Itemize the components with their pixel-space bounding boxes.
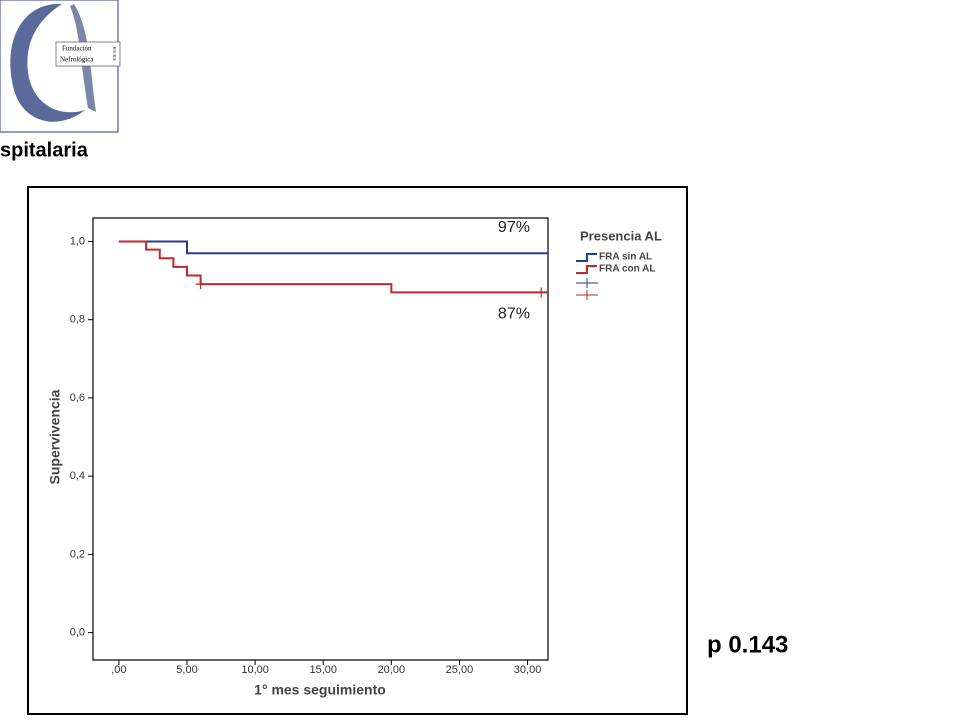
x-tick-label: 25,00 bbox=[446, 664, 474, 676]
censor-mark bbox=[195, 279, 206, 290]
x-tick-label: ,00 bbox=[111, 664, 126, 676]
y-tick-label: 0,0 bbox=[70, 627, 85, 639]
logo-text: Fundación bbox=[62, 45, 92, 53]
heading: spitalaria bbox=[0, 139, 89, 161]
legend-swatch bbox=[576, 253, 597, 262]
x-tick-label: 5,00 bbox=[176, 664, 197, 676]
y-axis-label: Supervivencia bbox=[47, 389, 63, 484]
legend-censor bbox=[576, 290, 598, 300]
legend-label: FRA con AL bbox=[599, 264, 655, 275]
legend-swatch bbox=[576, 265, 597, 274]
x-tick-label: 10,00 bbox=[241, 664, 269, 676]
y-tick-label: 1,0 bbox=[70, 235, 85, 247]
x-tick-label: 15,00 bbox=[309, 664, 337, 676]
x-tick-label: 20,00 bbox=[378, 664, 406, 676]
x-axis-label: 1° mes seguimiento bbox=[254, 682, 386, 698]
logo-text: Nefrológica bbox=[60, 56, 94, 64]
y-tick-label: 0,4 bbox=[70, 470, 85, 482]
logo-text: H.U.R.S. bbox=[112, 47, 117, 62]
logo-label-box bbox=[55, 41, 121, 67]
survival-line bbox=[118, 240, 548, 294]
p-value: p 0.143 bbox=[707, 631, 788, 658]
y-tick-label: 0,2 bbox=[70, 548, 85, 560]
annotation: 87% bbox=[498, 305, 530, 322]
logo-shape bbox=[10, 3, 86, 122]
x-tick-label: 30,00 bbox=[514, 664, 542, 676]
survival-line bbox=[118, 240, 548, 255]
censor-mark bbox=[536, 287, 547, 298]
annotation: 97% bbox=[498, 219, 530, 236]
legend-title: Presencia AL bbox=[580, 228, 662, 243]
legend-label: FRA sin AL bbox=[599, 252, 652, 263]
y-tick-label: 0,8 bbox=[70, 314, 85, 326]
y-tick-label: 0,6 bbox=[70, 392, 85, 404]
legend-censor bbox=[576, 278, 598, 288]
